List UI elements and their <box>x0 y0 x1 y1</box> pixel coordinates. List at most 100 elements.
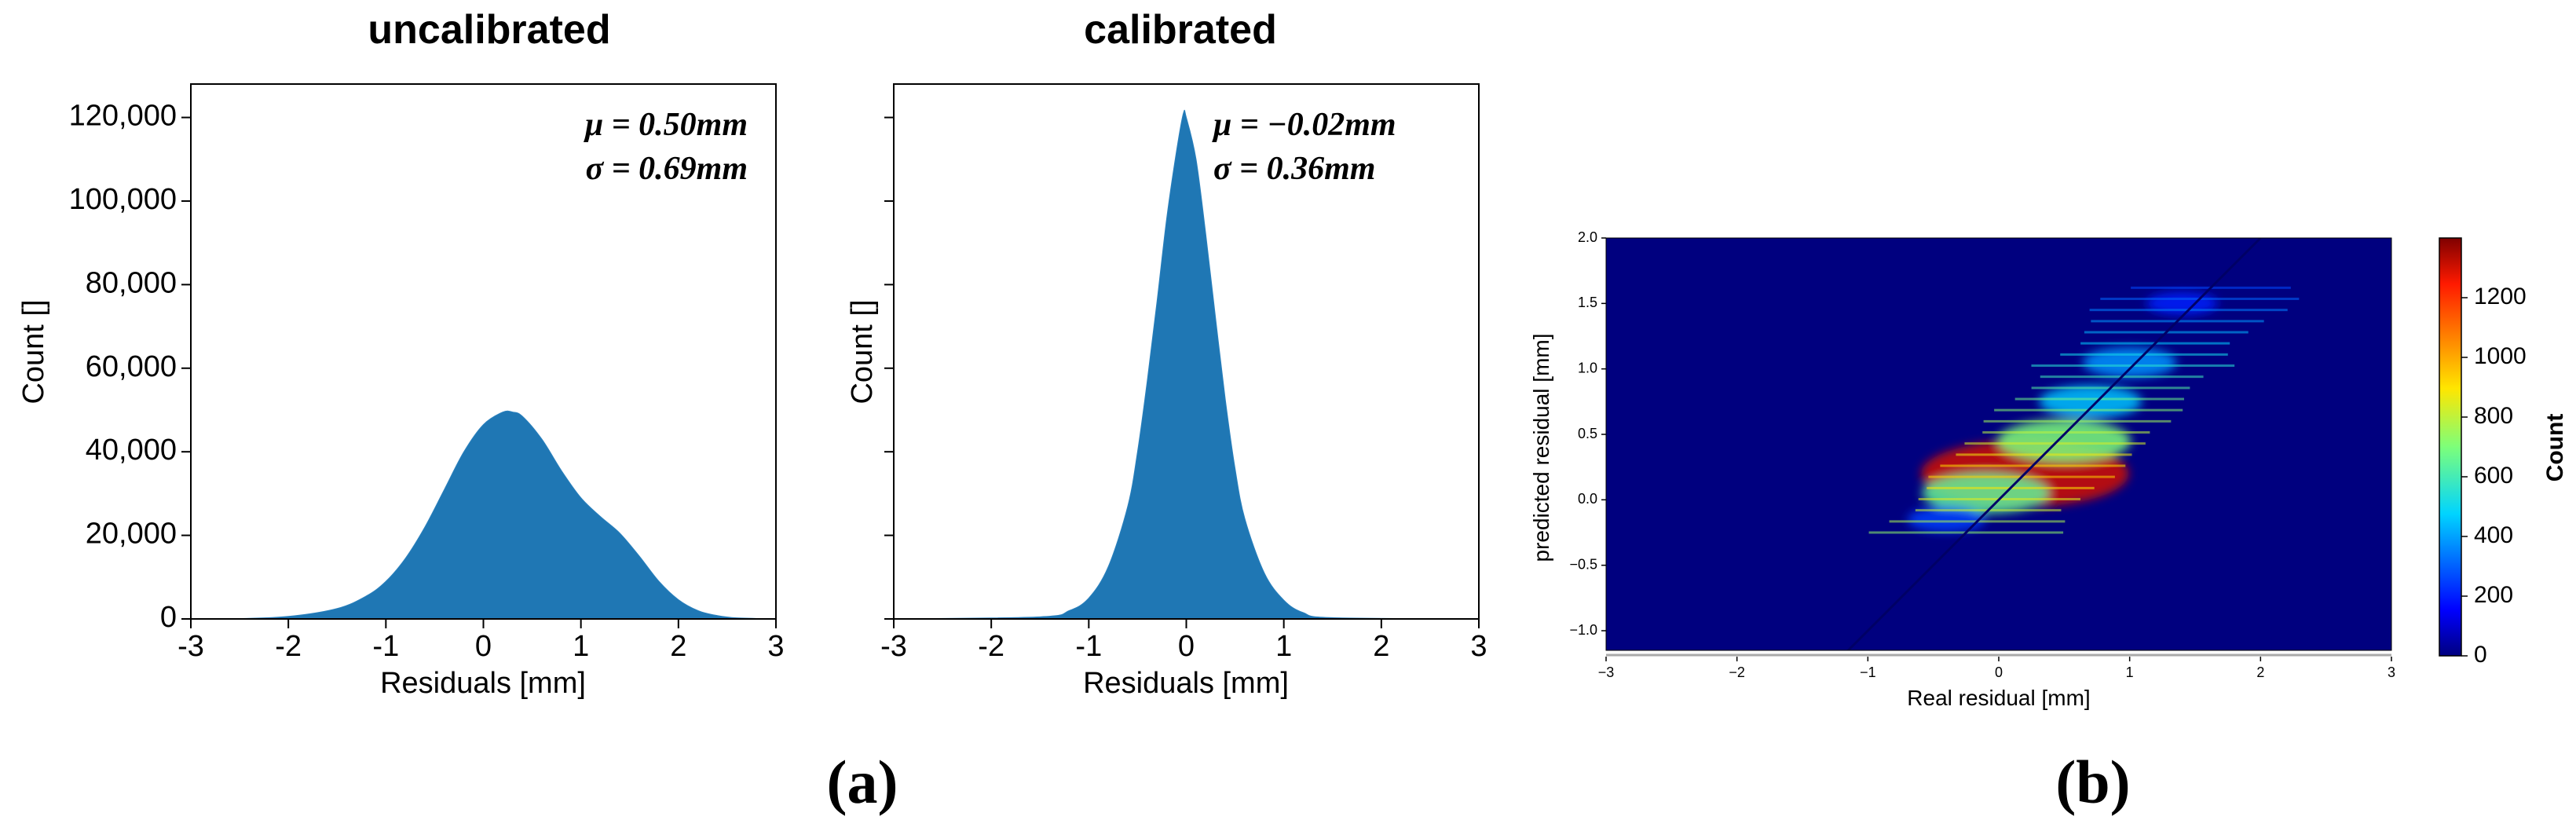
stat-mean: μ = −0.02mm <box>1212 107 1396 143</box>
panel-label-a: (a) <box>827 748 898 816</box>
x-tick-label: 0 <box>1995 664 2003 680</box>
y-tick-label: 2.0 <box>1578 229 1597 245</box>
x-tick-label: −3 <box>1598 664 1615 680</box>
chart-calibrated: calibrated -3 -2 -1 0 1 2 3 Residuals [m… <box>846 7 1487 700</box>
colorbar-gradient <box>2439 238 2461 656</box>
y-tick-label: 1.5 <box>1578 295 1597 310</box>
x-tick-label: -1 <box>372 630 399 663</box>
x-tick: -2 <box>275 619 302 663</box>
colorbar-tick-label: 600 <box>2474 463 2513 489</box>
colorbar-tick: 600 <box>2461 463 2513 489</box>
y-tick: −0.5 <box>1569 556 1606 572</box>
stat-mean: μ = 0.50mm <box>584 107 748 143</box>
colorbar-tick-label: 0 <box>2474 642 2487 668</box>
y-tick-label: 80,000 <box>86 266 177 299</box>
x-tick-label: 0 <box>475 630 492 663</box>
colorbar-tick-label: 800 <box>2474 403 2513 429</box>
x-tick-label: -2 <box>275 630 302 663</box>
x-tick: 2 <box>670 619 686 663</box>
y-tick-label: 20,000 <box>86 518 177 551</box>
x-tick-label: -2 <box>978 630 1004 663</box>
y-tick: 40,000 <box>86 434 191 467</box>
y-ticks <box>884 118 894 619</box>
x-tick: 2 <box>1373 619 1389 663</box>
x-tick: −2 <box>1729 657 1745 680</box>
y-tick: −1.0 <box>1569 622 1606 638</box>
y-tick-label: 60,000 <box>86 350 177 383</box>
y-tick-label: 120,000 <box>69 100 177 133</box>
x-tick-label: −2 <box>1729 664 1745 680</box>
x-tick-label: 3 <box>767 630 784 663</box>
x-tick: 3 <box>1470 619 1487 663</box>
y-tick: 0.0 <box>1578 491 1606 507</box>
x-tick: -3 <box>880 619 907 663</box>
heatmap-blob <box>2039 385 2142 418</box>
y-tick: 120,000 <box>69 100 191 133</box>
x-tick-label: 2 <box>2256 664 2264 680</box>
chart-title: calibrated <box>1084 7 1277 53</box>
x-tick: -1 <box>372 619 399 663</box>
stat-sigma: σ = 0.69mm <box>586 151 748 187</box>
chart-uncalibrated: uncalibrated 0 20,000 40,000 60,000 80,0… <box>17 7 785 700</box>
heatmap-blob <box>1997 419 2131 462</box>
y-axis-label: predicted residual [mm] <box>1529 333 1553 562</box>
colorbar-tick: 400 <box>2461 522 2513 548</box>
y-ticks: −1.0 −0.5 0.0 0.5 1.0 1.5 2.0 <box>1569 229 1606 638</box>
x-tick: −1 <box>1860 657 1876 680</box>
x-tick-label: 1 <box>573 630 589 663</box>
colorbar-tick-label: 1000 <box>2474 343 2527 369</box>
x-tick-label: -3 <box>177 630 204 663</box>
histogram-area <box>894 110 1479 619</box>
colorbar-label: Count <box>2542 414 2568 482</box>
colorbar: 0 200 400 600 800 1000 1200 Count <box>2439 238 2568 668</box>
x-tick-label: 3 <box>1470 630 1487 663</box>
stat-sigma: σ = 0.36mm <box>1213 151 1375 187</box>
x-axis-label: Real residual [mm] <box>1907 686 2090 710</box>
x-tick: 1 <box>2126 657 2134 680</box>
colorbar-tick: 1200 <box>2461 284 2527 309</box>
x-tick: -3 <box>177 619 204 663</box>
y-tick-label: 1.0 <box>1578 360 1597 375</box>
x-tick-label: 2 <box>670 630 686 663</box>
x-tick: 3 <box>2388 657 2395 680</box>
x-tick: 2 <box>2256 657 2264 680</box>
y-tick-label: −0.5 <box>1569 556 1597 572</box>
x-tick: -1 <box>1075 619 1102 663</box>
y-tick-label: 0.0 <box>1578 491 1597 507</box>
y-axis-label: Count [] <box>846 299 879 404</box>
histogram-area <box>191 411 776 619</box>
x-tick-label: 1 <box>2126 664 2134 680</box>
y-tick: 2.0 <box>1578 229 1606 245</box>
x-tick: 1 <box>573 619 589 663</box>
x-tick: 3 <box>767 619 784 663</box>
x-tick: −3 <box>1598 657 1615 680</box>
x-tick-label: 2 <box>1373 630 1389 663</box>
x-axis-label: Residuals [mm] <box>380 667 586 700</box>
figure: uncalibrated 0 20,000 40,000 60,000 80,0… <box>0 0 2576 831</box>
y-tick-label: 100,000 <box>69 183 177 216</box>
x-tick: 0 <box>1178 619 1195 663</box>
y-ticks: 0 20,000 40,000 60,000 80,000 100,000 12… <box>69 100 191 634</box>
y-tick: 0 <box>160 601 191 634</box>
y-tick-label: 0.5 <box>1578 426 1597 441</box>
y-tick-label: 0 <box>160 601 177 634</box>
y-tick: 60,000 <box>86 350 191 383</box>
y-tick: 0.5 <box>1578 426 1606 441</box>
x-tick-label: 1 <box>1275 630 1292 663</box>
x-tick: -2 <box>978 619 1004 663</box>
colorbar-tick-label: 400 <box>2474 522 2513 548</box>
heatmap-blob <box>2083 347 2177 377</box>
x-tick-label: 0 <box>1178 630 1195 663</box>
colorbar-tick: 1000 <box>2461 343 2527 369</box>
colorbar-tick: 0 <box>2461 642 2487 668</box>
x-ticks: -3 -2 -1 0 1 2 3 <box>177 619 784 663</box>
colorbar-tick: 200 <box>2461 582 2513 608</box>
x-tick-label: -1 <box>1075 630 1102 663</box>
y-tick: 80,000 <box>86 266 191 299</box>
x-tick-label: 3 <box>2388 664 2395 680</box>
x-tick: 1 <box>1275 619 1292 663</box>
colorbar-tick: 800 <box>2461 403 2513 429</box>
panel-label-b: (b) <box>2055 748 2130 816</box>
chart-heatmap: −1.0 −0.5 0.0 0.5 1.0 1.5 2.0 −3 −2 −1 0… <box>1529 229 2568 710</box>
x-ticks: −3 −2 −1 0 1 2 3 <box>1598 657 2395 680</box>
